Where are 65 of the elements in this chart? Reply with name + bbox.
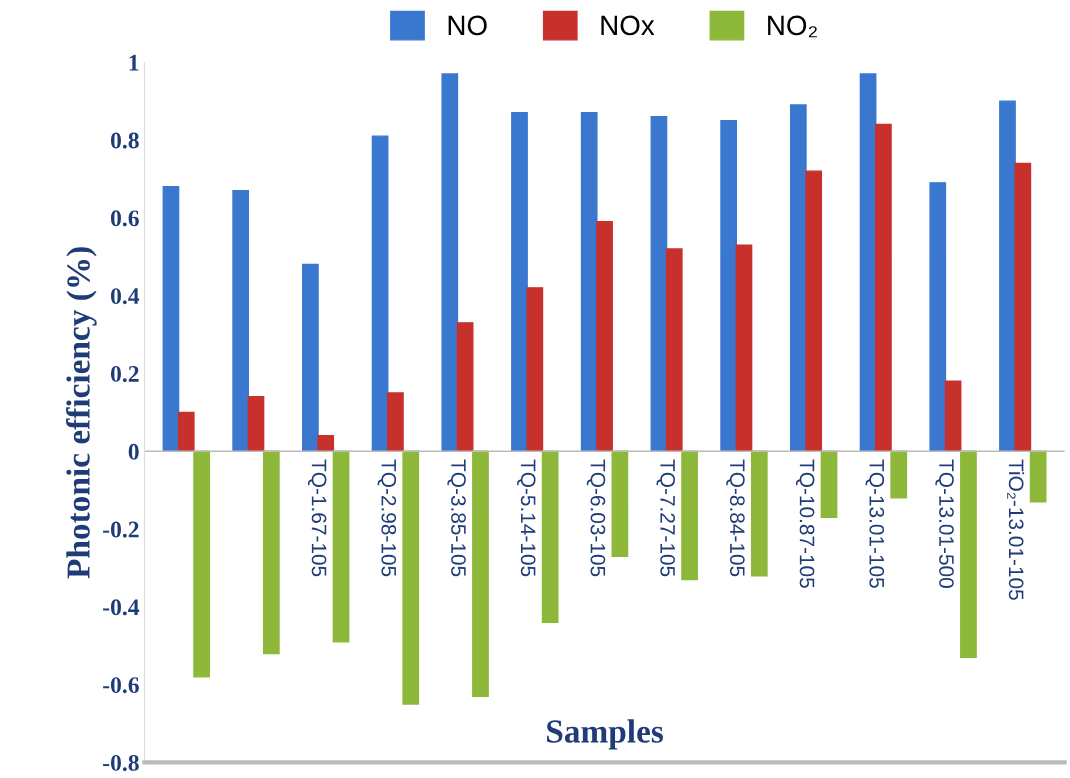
bar [387,392,404,452]
y-tick-label: 0.2 [110,365,139,382]
bar [177,411,195,452]
legend-label: NOx [601,15,655,36]
bar [580,112,598,452]
x-tick-label: TQ-8.84-105 [726,459,745,577]
y-tick-label: 0.8 [110,132,139,149]
bar [999,100,1016,452]
bar [332,450,350,643]
bar [650,116,668,452]
bar [890,450,908,499]
bar [859,73,877,452]
bar [302,263,319,452]
x-tick-label: TQ-13.01-500 [935,459,954,588]
bar [720,119,738,452]
y-axis-title: Photonic efficiency (%) [66,247,97,579]
bar [262,450,280,655]
legend-label: NO [448,15,487,36]
bar [511,112,528,452]
x-tick-label: TiO₂-13.01-105 [1007,459,1025,600]
x-tick-label: TQ-10.87-105 [795,459,815,588]
x-tick-label: TQ-13.01-105 [865,459,885,588]
bar [929,182,947,452]
x-tick-label: TQ-2.98-105 [377,459,397,577]
bar [317,434,335,452]
bar [402,450,420,705]
bar [371,135,389,452]
bar [193,450,210,678]
bar [456,322,474,452]
y-tick-label: -0.4 [103,599,140,616]
x-tick-label: TQ-6.03-105 [586,459,606,577]
y-tick-label: -0.2 [103,521,139,538]
bar [681,450,698,581]
x-tick-label: TQ-1.67-105 [307,459,327,577]
x-tick-label: TQ-5.14-105 [517,459,536,577]
y-tick-label: -0.6 [103,677,139,694]
bar [611,450,629,557]
y-tick-label: 1 [129,54,139,71]
bar [541,450,559,624]
bar [665,248,683,452]
bar [820,450,838,519]
bar [789,104,807,452]
bar [1014,162,1032,452]
y-tick-label: 0.6 [110,210,139,227]
bar [1029,450,1047,503]
bar [472,450,489,698]
y-tick-label: 0 [128,443,139,460]
bar [875,123,892,452]
x-tick-label: TQ-7.27-105 [656,459,675,577]
bar [735,244,753,452]
x-axis-title: Samples [547,719,663,750]
bar [596,221,613,452]
bar [526,287,544,452]
bar [247,396,265,452]
bar [162,186,180,452]
legend-label: NO₂ [768,15,817,38]
y-tick-label: -0.8 [103,754,139,771]
bar [750,450,768,577]
bar [805,170,823,452]
bar [232,189,250,452]
x-tick-label: TQ-3.85-105 [447,459,466,577]
bar [960,450,977,659]
y-tick-label: 0.4 [110,288,140,305]
bar [944,380,962,452]
bar [441,73,459,452]
